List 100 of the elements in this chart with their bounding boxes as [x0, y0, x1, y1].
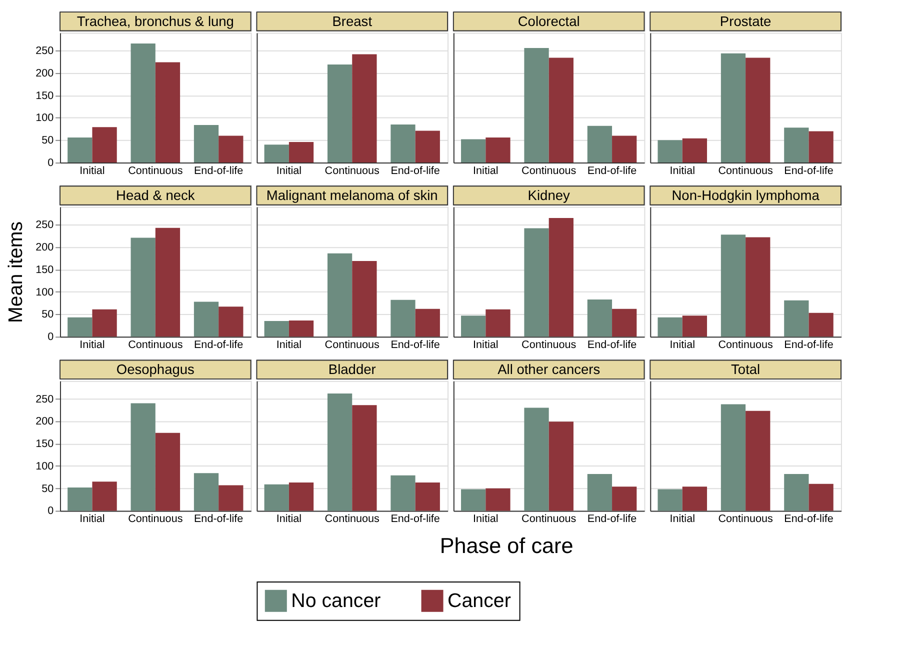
bar: [390, 475, 416, 511]
bar: [390, 124, 416, 163]
bar: [784, 300, 809, 337]
chart-title: Prostate: [720, 14, 772, 29]
x-axis-title: Phase of care: [440, 533, 574, 558]
x-tick-label: Continuous: [324, 513, 380, 526]
bar: [327, 393, 352, 511]
x-tick-label: End-of-life: [390, 338, 440, 351]
chart-title: Total: [731, 362, 760, 378]
bar: [682, 486, 708, 511]
y-tick-label: 250: [36, 393, 54, 406]
x-tick-label: Continuous: [324, 338, 380, 351]
legend-label: No cancer: [291, 590, 382, 612]
bar: [264, 484, 289, 511]
x-tick-label: End-of-life: [194, 164, 244, 177]
x-tick-label: Continuous: [522, 338, 577, 351]
x-tick-label: End-of-life: [587, 513, 637, 526]
bar: [155, 432, 180, 511]
x-tick-label: Initial: [473, 513, 498, 526]
y-tick-label: 0: [48, 156, 54, 169]
bar: [524, 408, 549, 511]
chart-title: Malignant melanoma of skin: [266, 188, 438, 203]
x-tick-label: End-of-life: [784, 513, 834, 526]
chart-title: Breast: [332, 14, 372, 29]
bar: [524, 48, 549, 163]
bar: [218, 485, 244, 511]
x-tick-label: End-of-life: [194, 513, 244, 526]
chart-title: Trachea, bronchus & lung: [76, 14, 234, 29]
bar: [288, 320, 314, 337]
bar: [746, 237, 770, 337]
x-tick-label: Initial: [80, 513, 105, 526]
x-tick-label: Initial: [276, 164, 302, 177]
x-tick-label: Initial: [670, 338, 695, 351]
x-tick-label: Initial: [276, 338, 302, 351]
bar: [130, 43, 156, 163]
chart-title: Bladder: [328, 362, 376, 378]
y-axis-title: Mean items: [4, 221, 27, 324]
bar: [746, 410, 770, 511]
bar: [264, 320, 289, 337]
bar: [682, 316, 708, 337]
x-tick-label: Initial: [670, 164, 695, 177]
bar: [415, 482, 440, 511]
x-tick-label: Initial: [80, 338, 105, 351]
y-tick-label: 200: [36, 416, 54, 428]
x-tick-label: Initial: [473, 164, 498, 177]
bar: [327, 64, 352, 163]
bar: [194, 302, 219, 337]
y-tick-label: 200: [36, 67, 54, 80]
bar: [461, 139, 486, 163]
bar: [415, 130, 440, 163]
bar: [288, 142, 314, 163]
bar: [720, 53, 746, 163]
bar: [415, 308, 440, 337]
bar: [218, 136, 244, 163]
bar: [68, 317, 92, 337]
x-tick-label: End-of-life: [390, 513, 440, 526]
bar: [92, 127, 117, 163]
y-tick-label: 250: [36, 219, 54, 232]
bar: [155, 228, 180, 337]
bar: [461, 489, 486, 511]
y-tick-label: 0: [48, 331, 54, 344]
y-tick-label: 50: [42, 308, 54, 321]
bar: [194, 124, 219, 163]
bar: [155, 62, 180, 163]
bar: [390, 300, 416, 337]
x-tick-label: End-of-life: [194, 338, 244, 351]
bar: [720, 234, 746, 337]
chart-title: Kidney: [528, 188, 570, 203]
x-tick-label: Initial: [276, 513, 302, 526]
bar: [746, 58, 770, 163]
chart-title: Colorectal: [518, 14, 580, 29]
y-tick-label: 200: [36, 242, 54, 254]
bar: [264, 144, 289, 163]
y-tick-label: 150: [36, 438, 54, 450]
x-tick-label: End-of-life: [784, 164, 834, 177]
x-tick-label: End-of-life: [587, 164, 637, 177]
x-tick-label: End-of-life: [587, 338, 637, 351]
bar: [612, 136, 637, 163]
bar: [784, 128, 809, 163]
x-tick-label: Continuous: [324, 164, 380, 177]
bar: [587, 126, 612, 163]
bar: [461, 316, 486, 337]
y-tick-label: 50: [42, 134, 54, 147]
chart-title: All other cancers: [498, 362, 600, 378]
x-tick-label: Continuous: [522, 513, 577, 526]
legend-label: Cancer: [448, 590, 512, 612]
bar: [682, 138, 708, 163]
bar: [548, 58, 574, 163]
bar: [68, 137, 92, 163]
x-tick-label: Continuous: [718, 338, 774, 351]
bar: [218, 306, 244, 337]
bar: [92, 309, 117, 337]
bar: [352, 260, 377, 337]
x-tick-label: Continuous: [522, 164, 577, 177]
bar: [587, 299, 612, 337]
y-tick-label: 0: [48, 505, 54, 518]
bar: [130, 238, 156, 337]
chart-title: Head & neck: [116, 188, 195, 203]
bar: [327, 253, 352, 337]
bar: [658, 140, 682, 163]
